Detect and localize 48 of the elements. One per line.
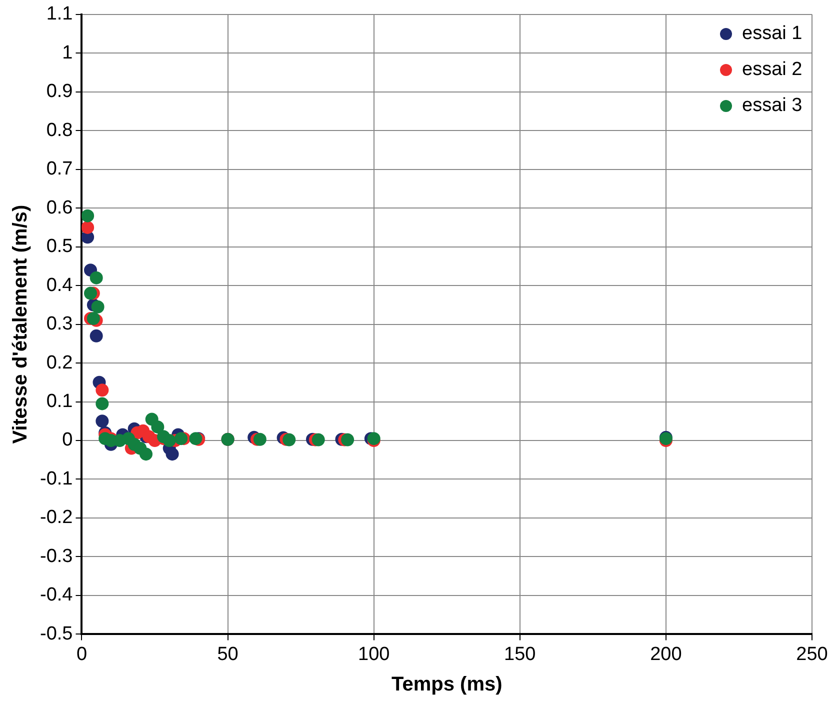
point — [151, 420, 164, 434]
y-tick-label: 0.4 — [46, 274, 74, 296]
x-tick-label: 0 — [76, 644, 88, 665]
point — [96, 397, 109, 410]
x-tick-label: 100 — [358, 644, 390, 665]
x-tick-label: 50 — [217, 644, 238, 665]
point — [341, 433, 354, 446]
x-tick-label: 250 — [796, 644, 828, 665]
x-axis-title: Temps (ms) — [391, 674, 502, 696]
y-tick-label: 0.1 — [46, 391, 73, 412]
y-tick-label: -0.1 — [40, 468, 73, 490]
y-tick-label: 0.8 — [46, 120, 73, 141]
point — [253, 432, 266, 446]
point — [96, 414, 109, 428]
point — [82, 220, 94, 234]
legend-label: essai 2 — [742, 58, 802, 82]
point — [282, 433, 296, 446]
point — [96, 384, 109, 397]
y-axis-title: Vitesse d'étalement (m/s) — [10, 204, 32, 444]
y-tick-label: 0.5 — [46, 236, 73, 258]
y-tick-label: 0.9 — [46, 81, 73, 102]
point — [162, 434, 176, 448]
y-tick-label: 0.6 — [46, 197, 73, 218]
legend-label: essai 3 — [742, 94, 802, 118]
y-tick-label: 1.1 — [46, 4, 73, 25]
point — [189, 432, 202, 446]
point — [90, 271, 103, 284]
y-tick-label: -0.2 — [40, 507, 73, 528]
y-tick-label: 0 — [62, 430, 73, 451]
x-tick-label: 200 — [650, 644, 682, 665]
point — [140, 448, 153, 461]
point — [91, 300, 104, 314]
point — [86, 312, 100, 325]
x-tick-label: 150 — [504, 644, 536, 665]
y-tick-label: 1 — [62, 42, 73, 64]
y-tick-label: 0.7 — [46, 158, 73, 180]
point — [166, 448, 179, 461]
y-tick-label: -0.5 — [40, 623, 73, 644]
point — [312, 433, 325, 446]
point — [90, 329, 103, 342]
y-tick-label: -0.4 — [40, 584, 74, 606]
y-tick-label: -0.3 — [40, 546, 73, 567]
point — [84, 286, 98, 300]
legend-label: essai 1 — [742, 22, 802, 46]
point — [82, 209, 94, 222]
point — [174, 432, 188, 446]
y-tick-label: 0.2 — [46, 352, 73, 374]
y-tick-label: 0.3 — [46, 314, 73, 335]
